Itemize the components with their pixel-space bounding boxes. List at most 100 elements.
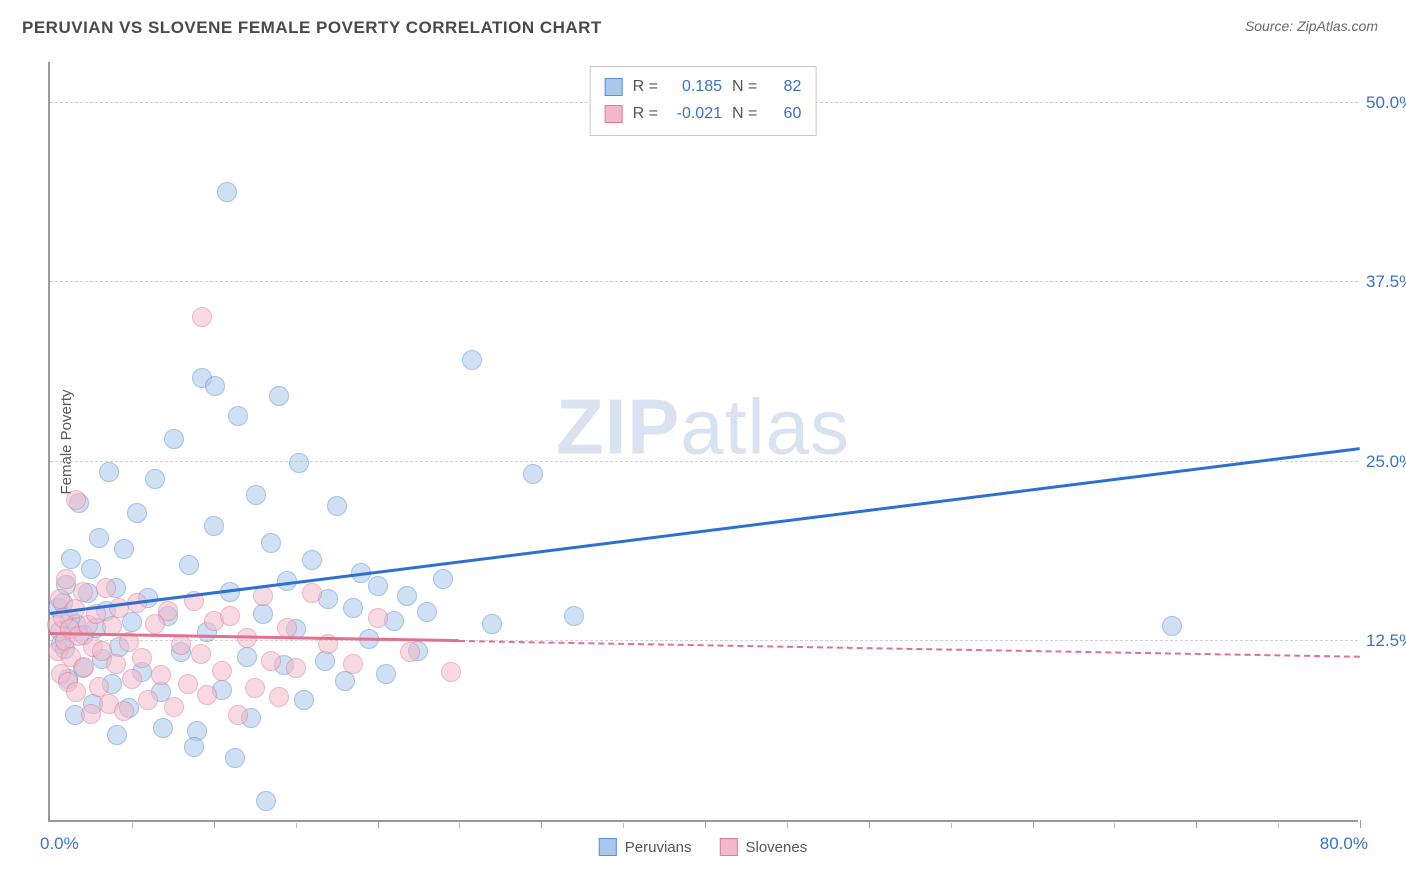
legend-label: Slovenes <box>745 839 807 856</box>
data-point <box>61 549 81 569</box>
y-tick-label: 25.0% <box>1366 452 1406 472</box>
y-tick-label: 50.0% <box>1366 93 1406 113</box>
data-point <box>191 644 211 664</box>
data-point <box>192 307 212 327</box>
y-tick-label: 37.5% <box>1366 272 1406 292</box>
data-point <box>228 406 248 426</box>
data-point <box>289 453 309 473</box>
x-tick-minor <box>459 823 460 828</box>
plot-area: Female Poverty ZIPatlas 12.5%25.0%37.5%5… <box>48 62 1358 822</box>
y-tick-label: 12.5% <box>1366 631 1406 651</box>
data-point <box>343 654 363 674</box>
legend-swatch <box>719 838 737 856</box>
chart-title: PERUVIAN VS SLOVENE FEMALE POVERTY CORRE… <box>22 18 602 38</box>
data-point <box>184 737 204 757</box>
data-point <box>225 748 245 768</box>
x-tick-minor <box>132 823 133 828</box>
legend-item: Peruvians <box>599 838 692 856</box>
data-point <box>228 705 248 725</box>
data-point <box>237 647 257 667</box>
data-point <box>73 582 93 602</box>
data-point <box>81 559 101 579</box>
data-point <box>66 490 86 510</box>
data-point <box>462 350 482 370</box>
data-point <box>179 555 199 575</box>
data-point <box>89 528 109 548</box>
data-point <box>368 576 388 596</box>
data-point <box>256 791 276 811</box>
data-point <box>397 586 417 606</box>
data-point <box>204 516 224 536</box>
x-tick <box>1360 820 1361 828</box>
data-point <box>81 704 101 724</box>
source-attribution: Source: ZipAtlas.com <box>1245 18 1378 34</box>
data-point <box>376 664 396 684</box>
data-point <box>197 685 217 705</box>
data-point <box>277 618 297 638</box>
legend-swatch <box>605 78 623 96</box>
data-point <box>153 718 173 738</box>
x-min-label: 0.0% <box>40 834 79 854</box>
legend-swatch <box>605 105 623 123</box>
x-tick-minor <box>623 823 624 828</box>
data-point <box>178 674 198 694</box>
x-tick <box>869 820 870 828</box>
legend-series: Peruvians Slovenes <box>599 838 807 856</box>
data-point <box>246 485 266 505</box>
legend-row: R =-0.021 N =60 <box>605 100 802 127</box>
data-point <box>253 586 273 606</box>
data-point <box>114 539 134 559</box>
data-point <box>151 665 171 685</box>
data-point <box>164 697 184 717</box>
legend-row: R =0.185 N =82 <box>605 73 802 100</box>
x-tick <box>1196 820 1197 828</box>
data-point <box>212 661 232 681</box>
legend-item: Slovenes <box>719 838 807 856</box>
data-point <box>327 496 347 516</box>
grid-line <box>50 461 1358 462</box>
data-point <box>1162 616 1182 636</box>
x-tick-minor <box>951 823 952 828</box>
legend-label: Peruvians <box>625 839 692 856</box>
data-point <box>302 583 322 603</box>
data-point <box>109 598 129 618</box>
data-point <box>220 606 240 626</box>
data-point <box>269 386 289 406</box>
x-tick <box>214 820 215 828</box>
data-point <box>145 469 165 489</box>
data-point <box>315 651 335 671</box>
data-point <box>261 533 281 553</box>
data-point <box>217 182 237 202</box>
data-point <box>335 671 355 691</box>
data-point <box>482 614 502 634</box>
data-point <box>433 569 453 589</box>
data-point <box>523 464 543 484</box>
data-point <box>138 690 158 710</box>
data-point <box>294 690 314 710</box>
data-point <box>122 669 142 689</box>
x-tick-minor <box>296 823 297 828</box>
data-point <box>269 687 289 707</box>
data-point <box>417 602 437 622</box>
data-point <box>343 598 363 618</box>
data-point <box>245 678 265 698</box>
x-tick <box>378 820 379 828</box>
x-max-label: 80.0% <box>1320 834 1368 854</box>
legend-swatch <box>599 838 617 856</box>
x-tick-minor <box>1278 823 1279 828</box>
data-point <box>302 550 322 570</box>
x-tick-minor <box>1114 823 1115 828</box>
data-point <box>286 658 306 678</box>
data-point <box>441 662 461 682</box>
data-point <box>261 651 281 671</box>
data-point <box>368 608 388 628</box>
data-point <box>99 462 119 482</box>
x-tick-minor <box>787 823 788 828</box>
data-point <box>158 601 178 621</box>
x-tick <box>541 820 542 828</box>
data-point <box>400 642 420 662</box>
data-point <box>96 578 116 598</box>
data-point <box>107 725 127 745</box>
data-point <box>253 604 273 624</box>
data-point <box>164 429 184 449</box>
